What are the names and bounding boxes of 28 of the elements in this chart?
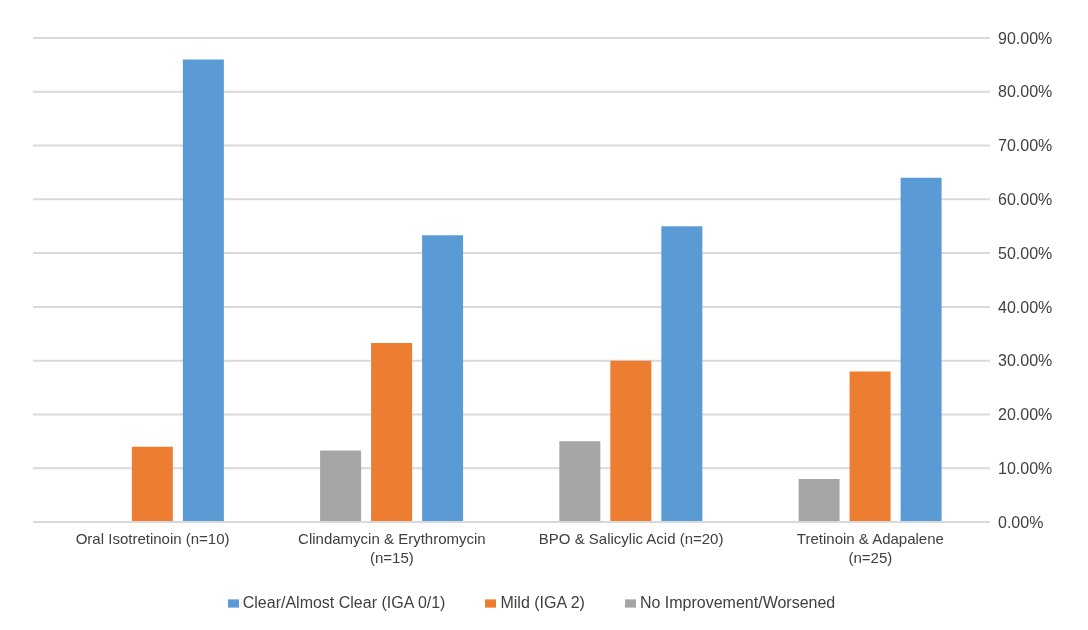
bar (371, 342, 413, 522)
y-tick-label: 70.00% (998, 137, 1053, 155)
bar (610, 360, 652, 522)
x-tick-label: BPO & Salicylic Acid (n=20) (538, 530, 724, 547)
bar (422, 235, 464, 522)
bar (900, 177, 942, 522)
x-tick-label: Tretinoin & Adapalene (n=25) (796, 530, 944, 566)
y-tick-label: 90.00% (998, 29, 1053, 47)
y-tick-label: 30.00% (998, 352, 1053, 370)
bar (849, 371, 891, 522)
bar (131, 446, 173, 522)
y-tick-label: 10.00% (998, 459, 1053, 477)
bar (182, 59, 224, 522)
legend-label: Mild (IGA 2) (500, 594, 585, 611)
bar (559, 441, 601, 522)
bar (661, 226, 703, 522)
legend-label: Clear/Almost Clear (IGA 0/1) (242, 594, 446, 611)
y-tick-label: 50.00% (998, 244, 1053, 262)
legend-label: No Improvement/Worsened (639, 594, 836, 611)
y-tick-label: 0.00% (998, 513, 1044, 531)
y-tick-label: 20.00% (998, 406, 1053, 424)
y-tick-label: 80.00% (998, 83, 1053, 101)
bar (798, 478, 840, 522)
y-tick-label: 60.00% (998, 191, 1053, 209)
x-tick-label: Clindamycin & Erythromycin (n=15) (298, 530, 486, 566)
x-tick-label: Oral Isotretinoin (n=10) (75, 530, 230, 547)
bar (320, 450, 362, 522)
y-tick-label: 40.00% (998, 298, 1053, 316)
